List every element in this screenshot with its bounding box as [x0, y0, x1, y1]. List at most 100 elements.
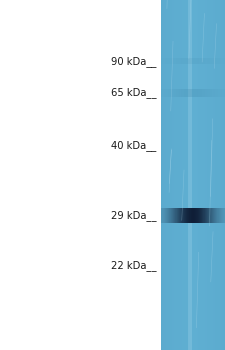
Bar [217, 208, 218, 223]
Bar [207, 89, 208, 97]
Bar [224, 208, 225, 223]
Bar [163, 89, 164, 97]
Bar [180, 208, 181, 223]
Bar [194, 58, 195, 64]
Bar [201, 208, 202, 223]
Bar [206, 89, 207, 97]
Bar [193, 208, 194, 223]
Bar [184, 58, 185, 64]
Bar [179, 89, 180, 97]
Bar [202, 89, 203, 97]
Bar [190, 58, 191, 64]
Bar [162, 89, 163, 97]
Bar [186, 89, 187, 97]
Bar [208, 208, 209, 223]
Bar [180, 58, 181, 64]
Bar [206, 208, 207, 223]
Bar [167, 208, 168, 223]
Bar [194, 208, 195, 223]
Bar [181, 58, 182, 64]
Bar [172, 208, 173, 223]
Bar [192, 89, 193, 97]
Bar [180, 89, 181, 97]
Bar [172, 58, 173, 64]
Bar [187, 89, 188, 97]
Bar [181, 89, 182, 97]
Bar [176, 58, 177, 64]
Bar [176, 89, 177, 97]
Bar [179, 208, 180, 223]
Bar [191, 208, 192, 223]
Bar [167, 89, 168, 97]
Bar [220, 89, 221, 97]
Bar [215, 58, 216, 64]
Bar [170, 89, 171, 97]
Bar [192, 208, 193, 223]
Bar [195, 58, 196, 64]
Bar [165, 58, 166, 64]
Bar [191, 89, 192, 97]
Bar [172, 89, 173, 97]
Bar [182, 208, 183, 223]
Bar [197, 208, 198, 223]
Bar [197, 89, 198, 97]
Bar [204, 89, 205, 97]
Bar [177, 208, 178, 223]
Bar [190, 208, 191, 223]
Bar [175, 89, 176, 97]
Bar [164, 208, 165, 223]
Text: 65 kDa__: 65 kDa__ [111, 87, 156, 98]
Bar [162, 58, 163, 64]
Bar [178, 89, 179, 97]
Bar [223, 208, 224, 223]
Bar [212, 89, 213, 97]
Bar [209, 89, 210, 97]
Bar [206, 58, 207, 64]
Bar [165, 89, 166, 97]
Bar [215, 89, 216, 97]
Bar [223, 89, 224, 97]
Bar [222, 89, 223, 97]
Bar [176, 208, 177, 223]
Bar [174, 58, 175, 64]
Bar [200, 89, 201, 97]
Bar [199, 208, 200, 223]
Bar [196, 208, 197, 223]
Bar [224, 89, 225, 97]
Bar [164, 89, 165, 97]
Bar [201, 58, 202, 64]
Bar [189, 89, 190, 97]
Bar [161, 58, 162, 64]
Bar [219, 89, 220, 97]
Bar [161, 89, 162, 97]
Bar [186, 58, 187, 64]
Bar [218, 58, 219, 64]
Text: 90 kDa__: 90 kDa__ [111, 56, 156, 67]
Bar [220, 208, 221, 223]
Bar [163, 208, 164, 223]
Bar [188, 89, 189, 97]
Bar [194, 89, 195, 97]
Bar [213, 208, 214, 223]
Bar [199, 89, 200, 97]
Bar [188, 208, 189, 223]
Bar [173, 208, 174, 223]
Bar [205, 58, 206, 64]
Bar [170, 58, 171, 64]
Bar [193, 58, 194, 64]
Bar [197, 58, 198, 64]
Bar [212, 58, 213, 64]
Bar [162, 208, 163, 223]
Bar [179, 58, 180, 64]
Bar [214, 89, 215, 97]
Bar [198, 208, 199, 223]
Bar [209, 208, 210, 223]
Bar [189, 208, 190, 223]
Bar [167, 58, 168, 64]
Bar [166, 89, 167, 97]
Bar [214, 58, 215, 64]
Bar [195, 208, 196, 223]
Bar [193, 89, 194, 97]
Text: 40 kDa__: 40 kDa__ [111, 140, 156, 151]
Bar [165, 208, 166, 223]
